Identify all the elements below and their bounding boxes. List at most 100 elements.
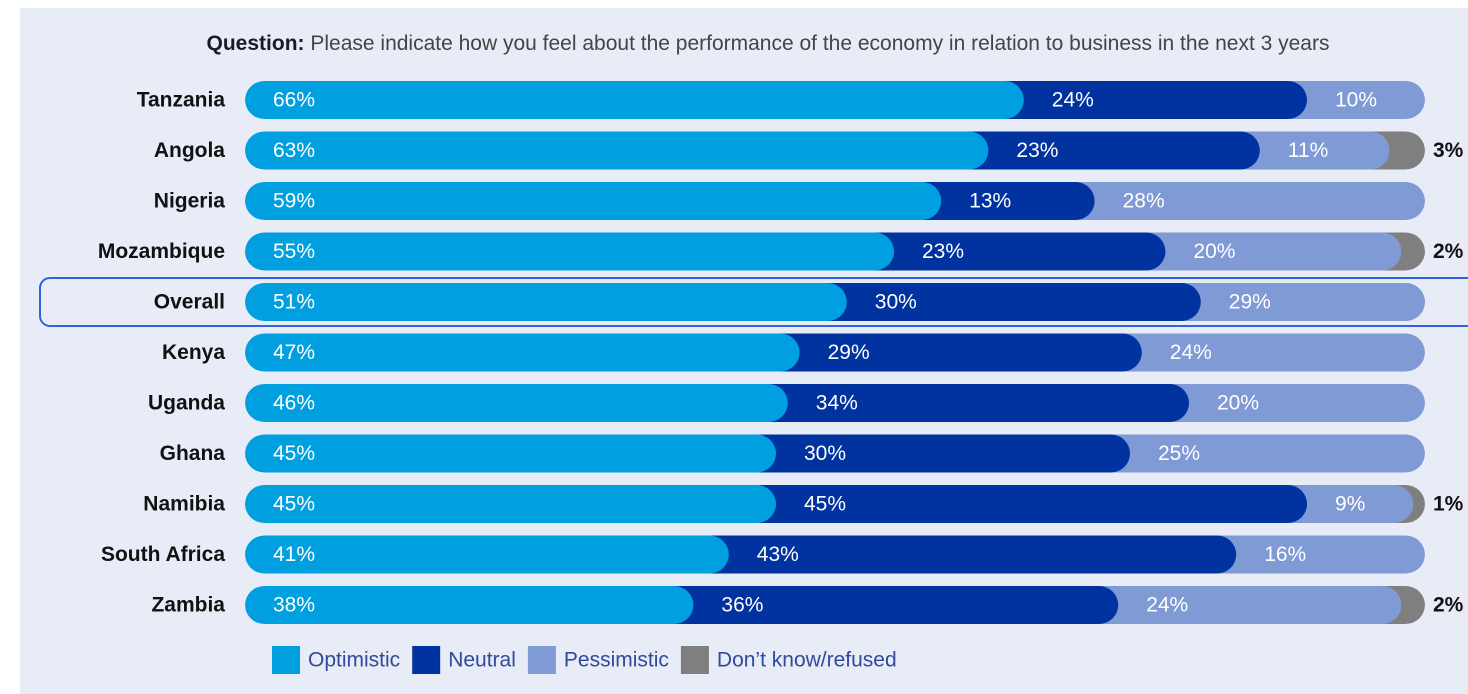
value-label: 30%	[804, 442, 846, 465]
category-label: Uganda	[148, 392, 225, 415]
value-label: 16%	[1264, 543, 1306, 566]
bar-segment	[1221, 131, 1390, 170]
value-label: 2%	[1433, 240, 1464, 263]
value-label: 45%	[273, 493, 315, 516]
bar-row	[245, 586, 1425, 624]
bar-segment	[690, 535, 1237, 574]
bar-segment	[808, 283, 1201, 321]
legend-label: Pessimistic	[564, 649, 669, 672]
bar-segment	[245, 182, 942, 220]
chart-title: Question: Please indicate how you feel a…	[207, 32, 1330, 55]
bar-segment	[245, 384, 788, 422]
value-label: 63%	[273, 139, 315, 162]
bar-segment	[1056, 182, 1425, 220]
bar-segment	[749, 384, 1189, 422]
value-label: 46%	[273, 392, 315, 415]
value-label: 23%	[1016, 139, 1058, 162]
bar-segment	[245, 232, 894, 271]
category-label: Tanzania	[137, 89, 226, 112]
bar-segment	[245, 131, 989, 170]
bar-segment	[761, 333, 1142, 372]
legend-label: Optimistic	[308, 649, 400, 672]
value-label: 47%	[273, 341, 315, 364]
bar-segment	[655, 586, 1119, 624]
bar-segment	[738, 434, 1130, 473]
value-label: 34%	[816, 392, 858, 415]
value-label: 11%	[1288, 139, 1328, 162]
value-label: 59%	[273, 190, 315, 213]
value-label: 24%	[1170, 341, 1212, 364]
value-label: 36%	[721, 594, 763, 617]
bar-row	[245, 535, 1425, 574]
bar-row	[245, 131, 1425, 170]
value-label: 51%	[273, 291, 315, 314]
bar-segment	[903, 182, 1095, 220]
title-text: Please indicate how you feel about the p…	[310, 32, 1329, 55]
value-label: 25%	[1158, 442, 1200, 465]
bar-segment	[1151, 384, 1425, 422]
value-label: 3%	[1433, 139, 1464, 162]
bar-segment	[985, 81, 1307, 119]
legend-label: Don’t know/refused	[717, 649, 897, 672]
category-label: Zambia	[151, 594, 225, 617]
value-label: 24%	[1052, 89, 1094, 112]
bar-segment	[1127, 232, 1402, 271]
value-label: 20%	[1193, 240, 1235, 263]
bar-segment	[245, 283, 847, 321]
value-label: 55%	[273, 240, 315, 263]
value-label: 66%	[273, 89, 315, 112]
bar-segment	[1103, 333, 1425, 372]
bar-segment	[1162, 283, 1425, 321]
bar-row	[245, 81, 1425, 119]
legend-swatch	[272, 646, 300, 674]
bar-segment	[1092, 434, 1425, 473]
value-label: 28%	[1123, 190, 1165, 213]
bar-segment	[1198, 535, 1425, 574]
bar-row	[245, 434, 1425, 473]
value-label: 43%	[757, 543, 799, 566]
bar-segment	[1269, 81, 1425, 119]
value-label: 29%	[828, 341, 870, 364]
category-label: Mozambique	[98, 240, 225, 263]
value-label: 20%	[1217, 392, 1259, 415]
title-label: Question:	[207, 32, 305, 55]
bar-segment	[245, 586, 694, 624]
bar-row	[245, 333, 1425, 372]
legend-swatch	[527, 646, 556, 674]
bar-row	[245, 485, 1425, 523]
value-label: 30%	[875, 291, 917, 314]
bar-row	[245, 384, 1425, 422]
value-label: 38%	[273, 594, 315, 617]
value-label: 41%	[273, 543, 315, 566]
value-label: 29%	[1229, 291, 1271, 314]
value-label: 45%	[273, 442, 315, 465]
highlight-box	[39, 277, 1468, 327]
bar-row	[245, 232, 1425, 271]
value-label: 24%	[1146, 594, 1188, 617]
category-label: Kenya	[162, 341, 225, 364]
bar-segment	[856, 232, 1166, 271]
legend-swatch	[680, 646, 709, 674]
category-label: Overall	[154, 291, 225, 314]
bar-segment	[245, 535, 729, 574]
category-label: Nigeria	[154, 190, 226, 213]
category-label: Ghana	[160, 442, 226, 465]
bar-segment	[245, 333, 800, 372]
bar-segment	[245, 485, 776, 523]
value-label: 13%	[969, 190, 1011, 213]
bar-segment	[1080, 586, 1402, 624]
bar-segment	[245, 81, 1024, 119]
category-label: Namibia	[143, 493, 225, 516]
category-label: South Africa	[101, 543, 225, 566]
value-label: 9%	[1335, 493, 1365, 516]
legend-swatch	[412, 646, 441, 674]
value-label: 1%	[1433, 493, 1464, 516]
bar-segment	[1269, 485, 1414, 523]
value-label: 10%	[1335, 89, 1377, 112]
bar-segment	[245, 434, 776, 473]
value-label: 2%	[1433, 594, 1464, 617]
bar-segment	[738, 485, 1307, 523]
bar-segment	[950, 131, 1260, 170]
bar-row	[245, 182, 1425, 220]
